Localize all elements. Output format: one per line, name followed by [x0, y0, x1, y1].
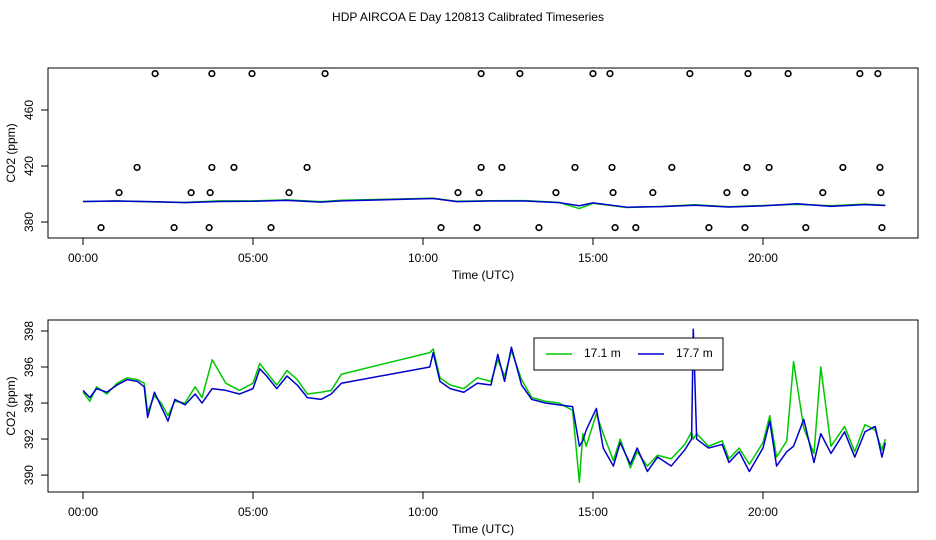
outlier-point	[437, 224, 445, 232]
y-tick-label: 394	[22, 393, 36, 413]
outlier-point	[608, 163, 616, 172]
x-tick-label: 20:00	[748, 251, 778, 265]
outlier-point	[723, 189, 731, 197]
y-tick-label: 392	[22, 429, 36, 449]
outlier-point	[743, 163, 751, 172]
x-tick-label: 00:00	[68, 251, 98, 265]
outlier-point	[741, 224, 749, 232]
legend-label: 17.1 m	[584, 346, 621, 360]
outlier-point	[589, 70, 597, 78]
x-axis-label: Time (UTC)	[452, 522, 514, 536]
outlier-point	[321, 70, 329, 78]
outlier-point	[475, 189, 483, 197]
outlier-point	[874, 70, 882, 78]
outlier-point	[498, 163, 506, 172]
y-axis-label: CO2 (ppm)	[4, 376, 18, 435]
outlier-point	[856, 70, 864, 78]
outlier-point	[516, 70, 524, 78]
outlier-point	[649, 189, 657, 197]
outlier-point	[606, 70, 614, 78]
outlier-point	[741, 189, 749, 197]
outlier-point	[611, 224, 619, 232]
outlier-point	[535, 224, 543, 232]
outlier-point	[552, 189, 560, 197]
outlier-point	[877, 189, 885, 197]
outlier-point	[609, 189, 617, 197]
x-axis-label: Time (UTC)	[452, 268, 514, 282]
outlier-point	[205, 224, 213, 232]
x-tick-label: 15:00	[578, 251, 608, 265]
outlier-point	[473, 224, 481, 232]
outlier-point	[285, 189, 293, 197]
y-tick-label: 460	[22, 100, 36, 120]
outlier-point	[133, 163, 141, 172]
outlier-point	[303, 163, 311, 172]
outlier-point	[267, 224, 275, 232]
outlier-point	[97, 224, 105, 232]
outlier-point	[686, 70, 694, 78]
y-tick-label: 398	[22, 321, 36, 341]
y-tick-label: 420	[22, 156, 36, 176]
plot-frame	[47, 67, 919, 239]
outlier-point	[668, 163, 676, 172]
x-tick-label: 00:00	[68, 505, 98, 519]
outlier-point	[208, 163, 216, 172]
outlier-point	[187, 189, 195, 197]
outlier-point	[878, 224, 886, 232]
outlier-point	[744, 70, 752, 78]
outlier-point	[705, 224, 713, 232]
x-tick-label: 10:00	[408, 505, 438, 519]
x-tick-label: 05:00	[238, 505, 268, 519]
outlier-point	[784, 70, 792, 78]
outlier-point	[477, 163, 485, 172]
outlier-point	[230, 163, 238, 172]
y-tick-label: 380	[22, 212, 36, 232]
outlier-point	[819, 189, 827, 197]
outlier-point	[632, 224, 640, 232]
y-axis-label: CO2 (ppm)	[4, 123, 18, 182]
outlier-point	[248, 70, 256, 78]
outlier-point	[839, 163, 847, 172]
outlier-point	[151, 70, 159, 78]
y-tick-label: 390	[22, 465, 36, 485]
series-line	[82, 348, 887, 484]
series-line	[82, 328, 887, 473]
legend-label: 17.7 m	[676, 346, 713, 360]
outlier-point	[170, 224, 178, 232]
x-tick-label: 15:00	[578, 505, 608, 519]
x-tick-label: 20:00	[748, 505, 778, 519]
outlier-point	[765, 163, 773, 172]
outlier-point	[454, 189, 462, 197]
outlier-point	[206, 189, 214, 197]
outlier-point	[571, 163, 579, 172]
y-tick-label: 396	[22, 357, 36, 377]
series-line	[83, 197, 886, 208]
outlier-point	[477, 70, 485, 78]
figure-title: HDP AIRCOA E Day 120813 Calibrated Times…	[332, 10, 604, 24]
x-tick-label: 10:00	[408, 251, 438, 265]
outlier-point	[802, 224, 810, 232]
outlier-point	[115, 189, 123, 197]
x-tick-label: 05:00	[238, 251, 268, 265]
outlier-point	[208, 70, 216, 78]
outlier-point	[876, 163, 884, 172]
plot-frame	[47, 319, 919, 493]
